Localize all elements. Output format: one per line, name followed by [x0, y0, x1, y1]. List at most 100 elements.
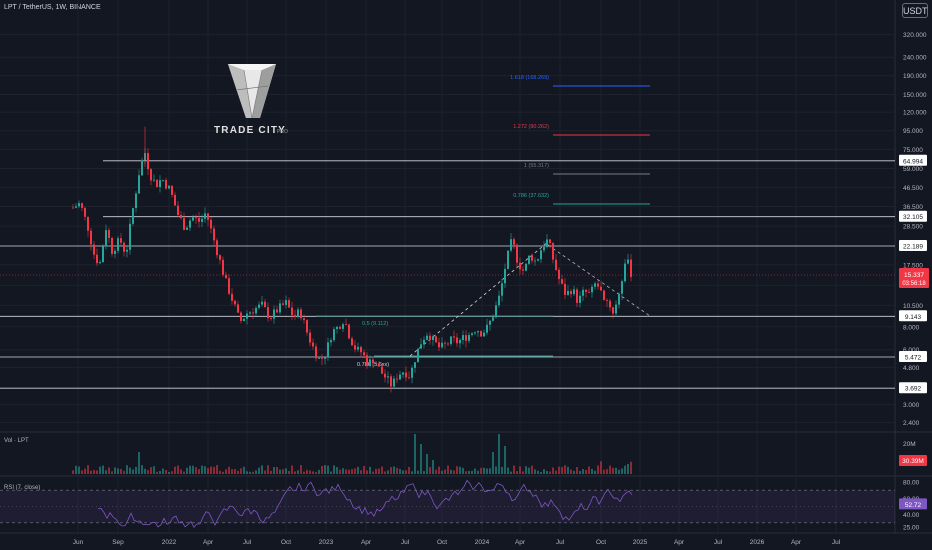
x-tick-label: Apr — [515, 539, 526, 546]
candle-body — [537, 259, 539, 261]
volume-bar — [609, 465, 611, 474]
candle-body — [111, 237, 113, 254]
volume-bar — [504, 446, 506, 474]
volume-bar — [333, 465, 335, 474]
candle-body — [540, 250, 542, 260]
volume-bar — [297, 470, 299, 474]
y-tick-label: 59.000 — [903, 166, 923, 173]
level-value: 64.994 — [903, 158, 923, 165]
candle-body — [339, 326, 341, 329]
level-value: 22.189 — [903, 244, 923, 251]
volume-bar — [381, 466, 383, 474]
volume-bar — [84, 468, 86, 474]
x-tick-label: 2022 — [162, 539, 177, 546]
volume-bar — [288, 471, 290, 474]
currency-button[interactable]: USDT — [902, 3, 928, 18]
volume-bar — [360, 470, 362, 474]
volume-bar — [207, 468, 209, 474]
candle-body — [399, 374, 401, 380]
volume-bar — [483, 467, 485, 474]
volume-bar — [180, 469, 182, 474]
rsi-tick: 40.00 — [903, 512, 920, 519]
candle-body — [402, 372, 404, 375]
candle-body — [462, 335, 464, 341]
volume-bar — [465, 471, 467, 474]
volume-bar — [447, 465, 449, 474]
volume-bar — [405, 470, 407, 474]
candle-body — [558, 269, 560, 280]
volume-bar — [141, 465, 143, 474]
candle-body — [525, 263, 527, 271]
volume-bar — [351, 469, 353, 474]
candle-body — [147, 153, 149, 170]
logo-subtext: PRO — [277, 129, 288, 135]
candle-body — [276, 309, 278, 313]
volume-bar — [414, 434, 416, 474]
volume-bar — [417, 470, 419, 474]
volume-bar — [450, 469, 452, 474]
y-tick-label: 120.000 — [903, 110, 927, 117]
candle-body — [102, 246, 104, 263]
volume-bar — [558, 466, 560, 474]
rsi-series — [0, 479, 895, 529]
y-tick-label: 240.000 — [903, 55, 927, 62]
candle-body — [450, 336, 452, 345]
volume-bar — [540, 471, 542, 474]
candle-body — [93, 244, 95, 255]
volume-bar — [519, 466, 521, 474]
fib-label: 1.618 (168.269) — [510, 75, 549, 81]
volume-bar — [339, 469, 341, 474]
volume-bar — [81, 470, 83, 474]
candle-body — [504, 268, 506, 284]
volume-bar — [552, 467, 554, 474]
candle-body — [369, 359, 371, 367]
candle-body — [354, 345, 356, 350]
candle-body — [573, 289, 575, 295]
candle-body — [171, 185, 173, 195]
candle-body — [180, 214, 182, 219]
candle-body — [378, 363, 380, 367]
candle-body — [561, 279, 563, 284]
volume-bar — [75, 465, 77, 474]
candle-body — [477, 331, 479, 333]
y-tick-label: 3.000 — [903, 402, 920, 409]
volume-bar — [441, 470, 443, 474]
candle-body — [333, 329, 335, 341]
candle-body — [564, 283, 566, 295]
volume-bar — [93, 470, 95, 474]
level-value: 5.472 — [905, 355, 922, 362]
volume-bar — [255, 470, 257, 474]
candle-body — [303, 318, 305, 321]
volume-bar — [243, 466, 245, 474]
volume-bar — [501, 466, 503, 474]
candle-body — [588, 291, 590, 293]
candle-body — [519, 262, 521, 270]
volume-bar — [627, 463, 629, 474]
volume-bar — [516, 471, 518, 474]
volume-bar — [408, 466, 410, 474]
volume-bar — [612, 467, 614, 474]
volume-bar — [594, 470, 596, 474]
candle-body — [621, 281, 623, 294]
candle-body — [507, 250, 509, 269]
candle-body — [123, 242, 125, 252]
candle-body — [600, 286, 602, 291]
volume-bar — [270, 470, 272, 474]
rsi-tick: 25.00 — [903, 524, 920, 531]
volume-bar — [399, 468, 401, 474]
candle-body — [264, 301, 266, 308]
volume-bar — [108, 467, 110, 474]
candle-body — [81, 203, 83, 208]
volume-bar — [564, 465, 566, 474]
x-tick-label: 2026 — [750, 539, 765, 546]
candle-body — [579, 295, 581, 303]
candle-body — [576, 289, 578, 303]
volume-bar — [522, 471, 524, 474]
candle-body — [528, 255, 530, 264]
volume-bar — [327, 465, 329, 474]
candle-body — [432, 336, 434, 340]
volume-bar — [258, 467, 260, 474]
y-tick-label: 8.000 — [903, 324, 920, 331]
volume-bar — [315, 471, 317, 474]
